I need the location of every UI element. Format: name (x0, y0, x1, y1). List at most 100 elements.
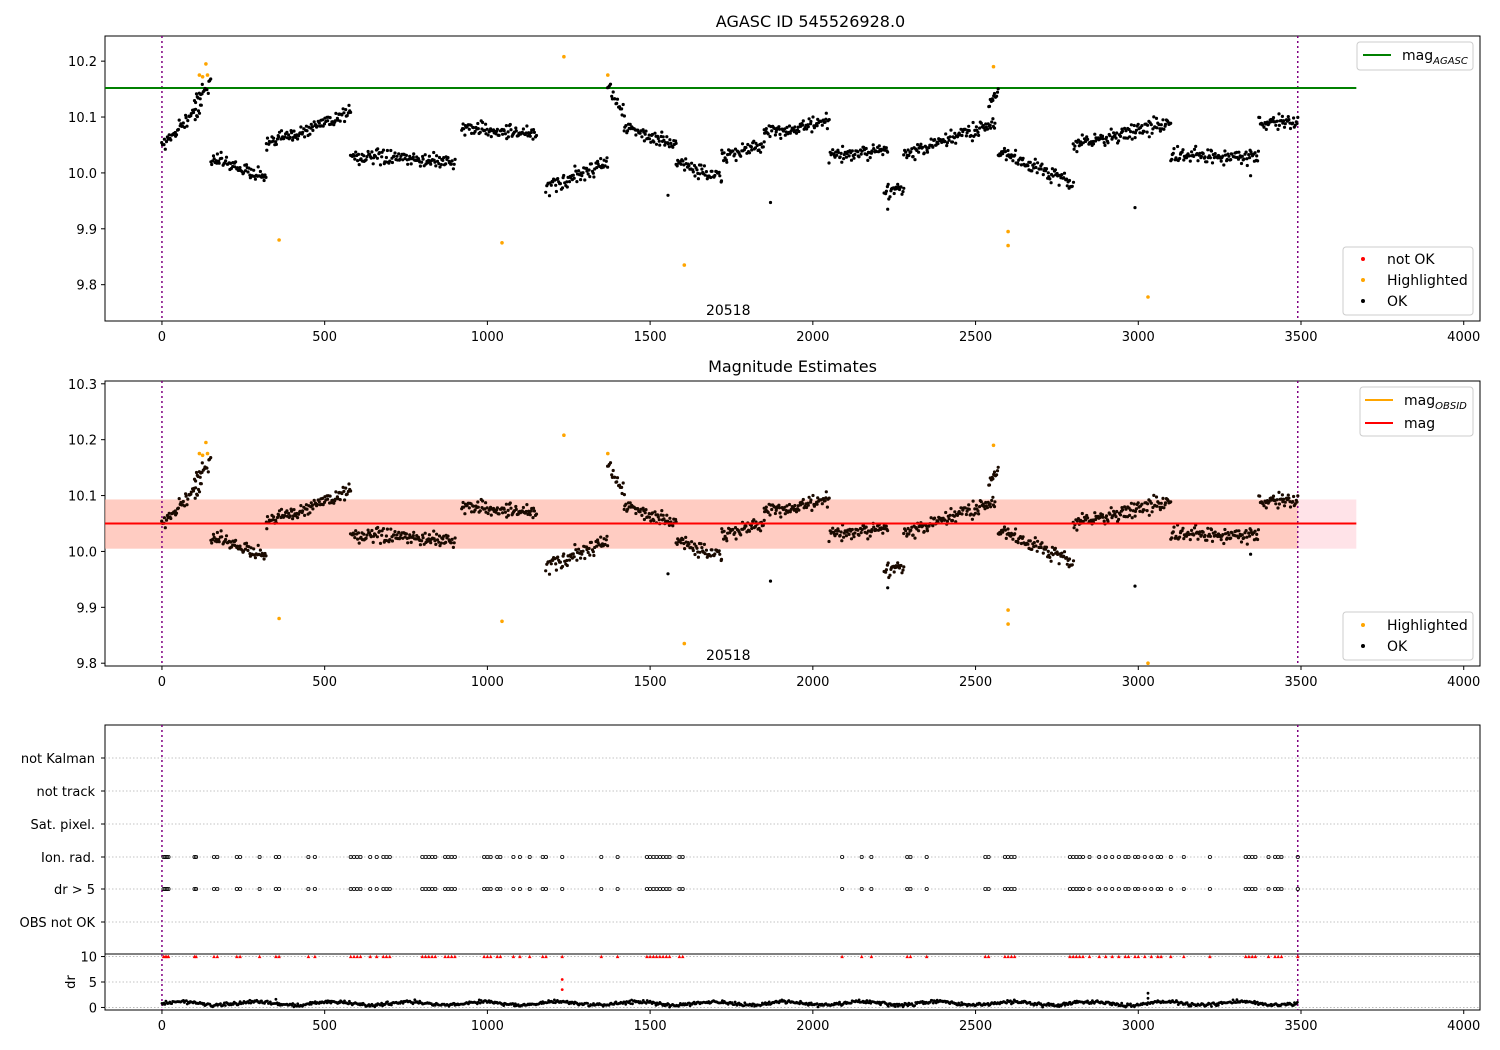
legend-marker (1361, 623, 1365, 627)
ok-point (665, 135, 669, 139)
ok-point (683, 168, 687, 172)
dr-point (886, 1004, 890, 1008)
ok-point (1236, 157, 1241, 161)
ok-point (604, 159, 608, 163)
dr-clipped-marker (859, 954, 864, 959)
ok-point (437, 540, 441, 544)
ok-point (429, 162, 433, 166)
ok-point (747, 529, 752, 533)
ok-point (1161, 118, 1165, 122)
ok-point (778, 511, 782, 515)
ok-point (666, 193, 670, 197)
ok-point (162, 143, 166, 147)
ok-point (710, 548, 714, 552)
ok-point (1039, 545, 1043, 550)
ok-point (643, 511, 647, 515)
ok-point (644, 129, 648, 133)
ok-point (665, 513, 669, 517)
ok-point (974, 503, 979, 507)
ok-point (825, 505, 830, 509)
dr-flag (452, 887, 457, 892)
ok-point (1136, 122, 1140, 126)
ion-rad-flag (1012, 855, 1017, 860)
ok-point (800, 502, 805, 506)
dr-point (743, 1001, 747, 1005)
dr-point (767, 1000, 771, 1004)
dr-clipped-marker (1159, 954, 1163, 959)
ok-point (433, 539, 437, 543)
ok-point (1067, 178, 1072, 183)
ok-point (332, 501, 336, 505)
ok-point (1277, 112, 1281, 116)
ok-point (592, 175, 596, 179)
ok-point (752, 518, 756, 522)
ok-point (1014, 148, 1018, 152)
ok-point (390, 539, 394, 543)
ok-point (441, 537, 445, 541)
ok-point (453, 157, 457, 161)
x-tick-label: 0 (158, 1019, 166, 1034)
ok-point (990, 498, 994, 503)
ok-point (315, 503, 319, 507)
ok-point (793, 503, 797, 508)
ok-point (1271, 494, 1276, 498)
ok-point (650, 511, 655, 515)
ok-point (613, 475, 617, 479)
ok-point (978, 505, 982, 509)
ok-point (1091, 139, 1095, 144)
dr-point (1256, 1000, 1259, 1004)
dr-flag (257, 887, 262, 892)
ok-point (1159, 123, 1163, 127)
ok-point (303, 513, 307, 518)
ok-point (181, 499, 185, 504)
ok-point (1178, 156, 1182, 161)
ok-point (1034, 165, 1038, 170)
ok-point (868, 534, 872, 538)
ok-point (1288, 505, 1293, 509)
ok-point (1146, 502, 1150, 506)
ok-point (1098, 137, 1102, 141)
ok-point (666, 142, 670, 146)
ok-point (444, 162, 448, 166)
ok-point (753, 146, 758, 150)
ok-point (773, 133, 778, 137)
ok-point (1201, 530, 1205, 534)
ok-point (1152, 493, 1156, 497)
ok-point (1196, 537, 1200, 541)
ok-point (409, 162, 413, 166)
ok-point (927, 524, 931, 528)
ok-point (292, 129, 296, 133)
ok-point (950, 518, 955, 523)
ok-point (471, 126, 476, 130)
dr-point (224, 1004, 227, 1007)
ok-point (502, 507, 506, 511)
ok-point (595, 166, 599, 170)
ok-point (243, 169, 248, 173)
flag-row-label: dr > 5 (54, 883, 95, 898)
ok-point (467, 506, 471, 510)
ok-point (514, 504, 518, 509)
ok-point (647, 137, 652, 141)
ok-point (929, 516, 933, 520)
ok-point (1280, 114, 1284, 118)
ok-point (258, 169, 262, 174)
ok-point (777, 506, 782, 510)
ok-point (1044, 545, 1049, 549)
ok-point (577, 169, 581, 173)
ion-rad-flag (1110, 855, 1115, 860)
legend-label: Highlighted (1387, 618, 1468, 634)
highlighted-point (197, 451, 202, 456)
ok-point (562, 552, 566, 556)
ok-point (462, 505, 466, 509)
ok-point (1036, 539, 1040, 543)
ok-point (1028, 160, 1032, 164)
ok-point (877, 144, 881, 148)
dr-flag (1295, 887, 1300, 892)
ok-point (177, 118, 181, 122)
ok-point (949, 507, 953, 511)
dr-point (170, 1002, 174, 1005)
ok-point (393, 530, 397, 534)
ok-point (1237, 150, 1241, 154)
ok-point (495, 127, 499, 131)
ok-point (967, 129, 971, 133)
